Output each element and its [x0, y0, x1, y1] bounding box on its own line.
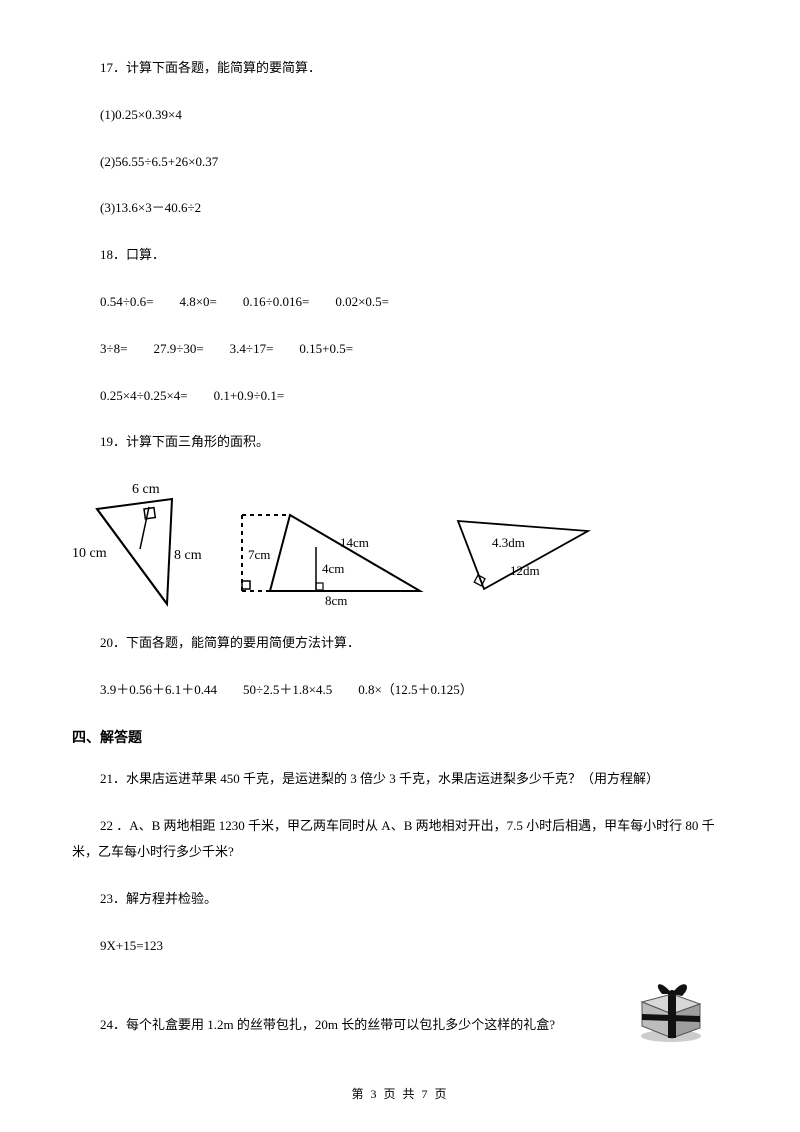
q17-a: (1)0.25×0.39×4 — [72, 105, 728, 126]
q17-b: (2)56.55÷6.5+26×0.37 — [72, 152, 728, 173]
fig2-bottom-label: 8cm — [325, 593, 347, 608]
fig2-top-label: 14cm — [340, 535, 369, 550]
q23-stem: 23．解方程并检验。 — [72, 889, 728, 910]
triangle-fig-1: 6 cm 10 cm 8 cm — [72, 479, 212, 609]
q24: 24．每个礼盒要用 1.2m 的丝带包扎，20m 长的丝带可以包扎多少个这样的礼… — [72, 1015, 728, 1036]
fig2-left-label: 7cm — [248, 547, 270, 562]
fig3-a-label: 4.3dm — [492, 535, 525, 550]
q17-stem: 17．计算下面各题，能简算的要简算． — [72, 58, 728, 79]
gift-box-icon — [632, 974, 710, 1048]
fig3-b-label: 12dm — [510, 563, 540, 578]
fig1-bottom-label: 8 cm — [174, 548, 202, 563]
q22-line2: 米，乙车每小时行多少千米? — [72, 842, 728, 863]
triangle-figures: 6 cm 10 cm 8 cm 7cm 14cm 4cm — [72, 479, 728, 609]
q21: 21．水果店运进苹果 450 千克，是运进梨的 3 倍少 3 千克，水果店运进梨… — [72, 769, 728, 790]
q20-stem: 20．下面各题，能简算的要用简便方法计算． — [72, 633, 728, 654]
q18-stem: 18．口算． — [72, 245, 728, 266]
q18-line2: 3÷8= 27.9÷30= 3.4÷17= 0.15+0.5= — [72, 339, 728, 360]
q20-expr: 3.9＋0.56＋6.1＋0.44 50÷2.5＋1.8×4.5 0.8×（12… — [72, 680, 728, 701]
q17-c: (3)13.6×3－40.6÷2 — [72, 198, 728, 219]
fig1-top-label: 6 cm — [132, 482, 160, 497]
triangle-fig-2: 7cm 14cm 4cm 8cm — [230, 499, 430, 609]
q18-line3: 0.25×4÷0.25×4= 0.1+0.9÷0.1= — [72, 386, 728, 407]
section-4-title: 四、解答题 — [72, 727, 728, 747]
q23-eq: 9X+15=123 — [72, 936, 728, 957]
q19-stem: 19．计算下面三角形的面积。 — [72, 432, 728, 453]
page-footer: 第 3 页 共 7 页 — [0, 1085, 800, 1102]
triangle-fig-3: 4.3dm 12dm — [448, 509, 598, 609]
fig1-left-label: 10 cm — [72, 546, 107, 561]
fig2-mid-label: 4cm — [322, 561, 344, 576]
q22-line1: 22 ．A、B 两地相距 1230 千米，甲乙两车同时从 A、B 两地相对开出，… — [72, 816, 728, 837]
q18-line1: 0.54÷0.6= 4.8×0= 0.16÷0.016= 0.02×0.5= — [72, 292, 728, 313]
